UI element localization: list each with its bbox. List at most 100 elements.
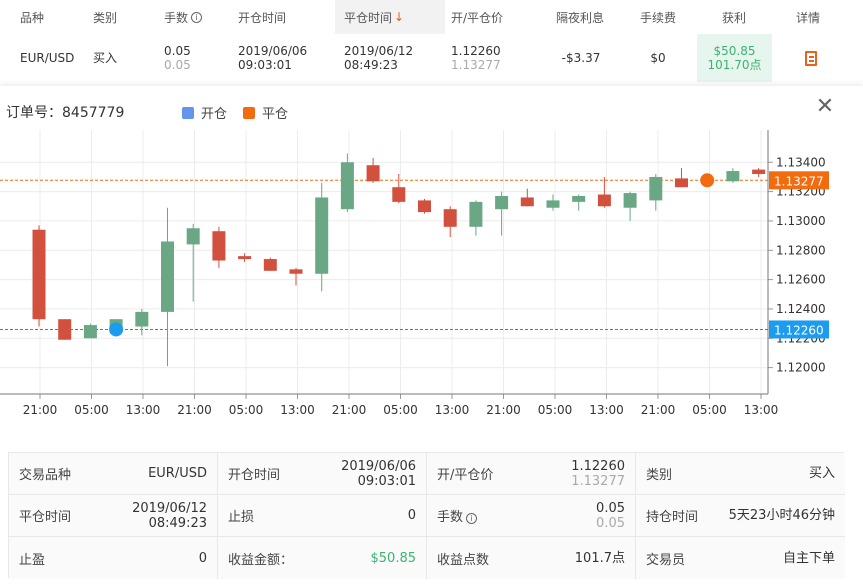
x-tick-label: 21:00 [641,403,676,417]
cell-close-time: 2019/06/12 08:49:23 [344,34,444,82]
header-swap[interactable]: 隔夜利息 [556,10,605,25]
chart-svg: 21:00 05:00 13:00 21:00 05:00 13:00 21:00 05:00… [0,130,829,417]
summary-value: 买入 [809,466,835,481]
profit-value: $50.85 [713,44,756,58]
x-tick-label: 21:00 [177,403,212,417]
x-tick-label: 05:00 [74,403,109,417]
info-icon[interactable]: i [191,11,203,23]
x-tick-label: 21:00 [486,403,521,417]
summary-cell: 收益点数 101.7点 [427,537,636,579]
header-profit[interactable]: 获利 [722,10,747,25]
candle-body [520,197,534,207]
summary-cell: 手数 i 0.05 0.05 [427,495,636,537]
x-tick-label: 13:00 [435,403,470,417]
profit-points: 101.70点 [707,58,762,72]
candle-body [572,196,586,202]
header-type[interactable]: 类别 [93,10,118,25]
legend-open: 开仓 [182,103,227,122]
candle-body [161,241,174,312]
summary-value: 2019/06/06 09:03:01 [341,459,416,489]
open-time: 09:03:01 [238,58,292,72]
open-date: 2019/06/06 [238,44,308,58]
summary-value-main: 101.7点 [574,550,625,566]
x-tick-label: 05:00 [229,403,264,417]
cell-detail[interactable] [796,34,826,82]
summary-value-main: 0.05 [596,500,625,516]
close-date: 2019/06/12 [344,44,414,58]
info-icon[interactable]: i [466,513,478,524]
candle-body [752,169,766,174]
cell-fee: $0 [650,51,666,65]
candle-body [649,176,663,201]
cell-profit: $50.85 101.70点 [697,34,772,82]
header-close-time[interactable]: 平仓时间 ↓ [335,0,445,34]
summary-cell: 开仓时间 2019/06/06 09:03:01 [218,453,427,495]
candle-body [623,193,637,208]
close-price-tag: 1.13277 [774,174,824,188]
summary-value-sub: 0.05 [596,515,625,531]
x-tick-label: 13:00 [126,403,161,417]
candle-body [212,231,226,261]
summary-label: 类别 [646,468,673,483]
summary-label: 平仓时间 [19,510,72,525]
summary-cell: 止损 0 [218,495,427,537]
x-tick-label: 13:00 [589,403,624,417]
header-symbol[interactable]: 品种 [20,10,45,25]
summary-cell: 交易员 自主下单 [636,537,845,579]
detail-icon[interactable] [805,50,817,66]
summary-value: 0 [408,508,416,523]
open-price-tag: 1.12260 [774,323,824,337]
x-tick-label: 21:00 [332,403,367,417]
summary-label: 止损 [228,510,255,525]
header-lots[interactable]: 手数 i [164,0,234,34]
summary-cell: 平仓时间 2019/06/12 08:49:23 [9,495,218,537]
summary-cell: 类别 买入 [636,453,845,495]
legend-open-label: 开仓 [201,107,228,122]
candle-body [238,256,252,260]
close-time: 08:49:23 [344,58,398,72]
open-price: 1.12260 [451,44,501,58]
summary-value: 101.7点 [575,551,625,566]
x-tick-label: 13:00 [280,403,315,417]
y-tick-label: 1.12400 [776,302,826,316]
summary-label: 开/平仓价 [437,468,494,483]
summary-value-main: 0 [198,550,207,566]
summary-cell: 交易品种 EUR/USD [9,453,218,495]
header-fee[interactable]: 手续费 [640,10,677,25]
legend-close-label: 平仓 [262,107,289,122]
candle-body [340,162,354,210]
candle-body [315,197,329,274]
candle-body [392,187,406,202]
summary-label: 止盈 [19,552,46,568]
header-close-time-label: 平仓时间 [344,10,393,25]
candle-body [443,209,457,227]
summary-label: 开仓时间 [228,468,281,483]
x-tick-label: 21:00 [23,403,58,417]
summary-cell: 开/平仓价 1.12260 1.13277 [427,453,636,495]
order-number: 订单号：8457779 [6,105,125,121]
summary-value-main: 0 [407,508,416,523]
x-tick-label: 05:00 [692,403,727,417]
summary-cell: 止盈 0 [9,537,218,579]
summary-value-main: $50.85 [370,550,417,566]
summary-label: 收益点数 [437,552,490,568]
x-tick-label: 05:00 [383,403,418,417]
order-detail-modal: 订单号：8457779 开仓 平仓 ✕ 21:00 05:00 13:00 21:00… [0,86,863,586]
table-row[interactable]: EUR/USD 买入 0.05 0.05 2019/06/06 09:03:01… [0,34,863,82]
summary-value-sub: 09:03:01 [357,473,416,489]
candle-body [726,171,740,182]
sort-down-icon: ↓ [394,10,405,24]
summary-label: 交易品种 [19,468,72,483]
cell-type: 买入 [93,51,118,65]
header-price[interactable]: 开/平仓价 [451,10,504,25]
header-open-time[interactable]: 开仓时间 [238,10,287,25]
close-price-tag-bg [769,171,829,190]
candle-body [675,178,688,188]
header-detail: 详情 [796,10,821,25]
summary-value-main: 自主下单 [782,550,835,566]
close-icon[interactable]: ✕ [815,94,835,119]
candle-body [32,229,46,320]
summary-value-sub: 1.13277 [571,473,625,489]
candle-body [135,311,149,327]
summary-value: 自主下单 [783,551,835,566]
